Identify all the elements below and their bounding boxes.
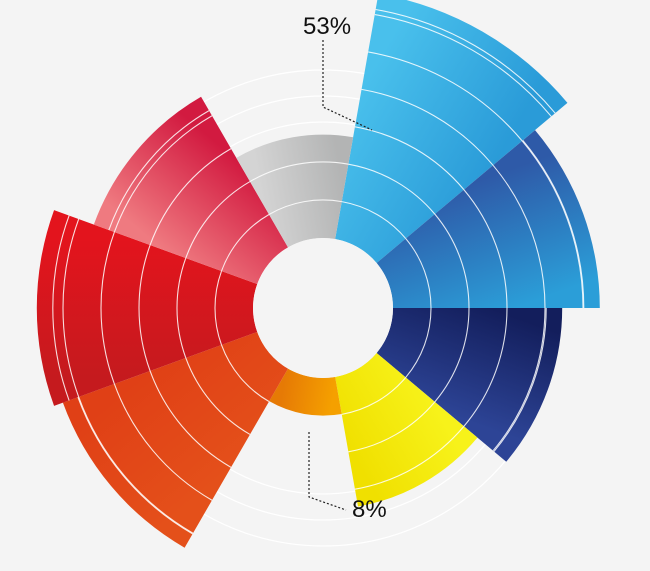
segment-9-ring-1 [268,199,342,215]
chart-segment-8 [93,96,288,285]
segment-1-rim-line [375,8,556,114]
segment-1-ring-1 [341,201,407,239]
segment-3-ring-1 [405,307,432,378]
segment-8-rim-line [108,110,210,231]
segment-1-ring-2 [348,163,436,215]
segment-2-ring-2 [434,213,470,309]
segment-6-rim-line [77,397,193,535]
segment-3-ring-4 [492,307,546,452]
callout-leader-bottom [308,432,347,511]
center-hole [253,238,393,378]
segment-3-rim-line [493,307,547,452]
segment-8-ring-3 [149,148,232,246]
segment-4-ring-1 [341,377,407,415]
segment-7-ring-4 [100,231,115,385]
chart-segment-7 [36,210,258,406]
segment-1-ring-6 [374,13,552,117]
segment-6-ring-2 [185,357,251,435]
segment-2-ring-4 [492,164,546,309]
segment-1-ring-4 [361,88,494,166]
chart-segment-4 [335,353,478,507]
segment-8-ring-4 [113,115,213,233]
chart-segment-6 [62,331,288,548]
segment-6-ring-4 [113,383,213,501]
chart-segments [36,0,600,548]
segment-6-ring-1 [220,344,270,403]
segment-7-rim-line [52,215,70,401]
chart-segment-9 [236,134,354,248]
segment-1-ring-5 [368,51,523,142]
chart-segment-5 [269,368,342,416]
segment-2-ring-5 [521,140,584,309]
segment-9-ring-2 [249,161,349,183]
chart-segment-1 [335,0,568,263]
segment-2-ring-1 [405,238,432,309]
segment-1-ring-3 [354,126,465,191]
segment-6-ring-5 [78,396,194,534]
callout-label-bottom: 8% [352,496,387,523]
chart-segment-2 [376,130,600,308]
callout-label-top: 53% [303,13,351,40]
chart-segment-3 [376,308,563,462]
segment-3-ring-2 [434,307,470,403]
segment-7-ring-2 [176,257,187,359]
segment-7-ring-1 [214,270,223,346]
segment-3-ring-3 [463,307,508,427]
segment-2-rim-line [522,140,585,309]
segment-7-ring-3 [138,244,151,372]
segment-4-ring-3 [354,425,465,490]
segment-rings [52,8,585,535]
segment-8-ring-1 [220,213,270,272]
segment-8-ring-2 [185,181,251,259]
segment-4-ring-2 [348,401,436,453]
segment-2-ring-3 [463,189,508,309]
segment-6-ring-3 [149,370,232,468]
segment-7-ring-5 [62,218,80,398]
